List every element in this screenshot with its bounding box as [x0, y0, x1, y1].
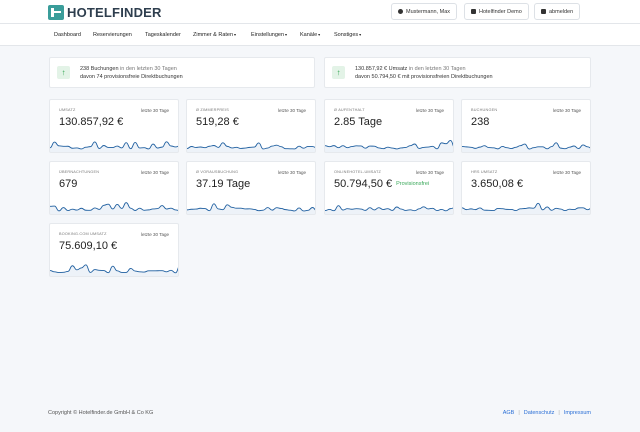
- sparkline: [462, 202, 590, 214]
- kpi-card-zimmerpreis[interactable]: Ø ZIMMERPREIS letzte 30 Tage 519,28 €: [186, 99, 316, 153]
- kpi-card-uebernachtungen[interactable]: ÜBERNACHTUNGEN letzte 30 Tage 679: [49, 161, 179, 215]
- sparkline: [50, 202, 178, 214]
- kpi-card-onlinehotel-umsatz[interactable]: ONLINEHOTEL-UMSATZ letzte 30 Tage 50.794…: [324, 161, 454, 215]
- footer-links: AGB | Datenschutz | Impressum: [502, 410, 591, 416]
- arrow-up-icon: ↑: [57, 66, 70, 79]
- sparkline: [462, 142, 590, 152]
- sparkline: [325, 205, 453, 214]
- revenue-summary: ↑ 130.857,92 € Umsatz in den letzten 30 …: [324, 57, 591, 88]
- sparkline-line: [50, 202, 178, 212]
- sparkline-line: [187, 142, 315, 150]
- kpi-card-hrs-umsatz[interactable]: HRS UMSATZ letzte 30 Tage 3.650,08 €: [461, 161, 591, 215]
- kpi-value: 2.85 Tage: [334, 116, 383, 128]
- hotelfinder-logo-icon: [48, 4, 64, 20]
- user-menu-button[interactable]: Mustermann, Max: [391, 3, 458, 20]
- logout-label: abmelden: [549, 8, 574, 15]
- kpi-value: 3.650,08 €: [471, 178, 523, 190]
- sparkline-area: [325, 140, 453, 152]
- kpi-value: 75.609,10 €: [59, 240, 118, 252]
- kpi-card-aufenthalt[interactable]: Ø AUFENTHALT letzte 30 Tage 2.85 Tage: [324, 99, 454, 153]
- kpi-value: 238: [471, 116, 490, 128]
- chevron-down-icon: ▾: [359, 32, 362, 37]
- kpi-value: 679: [59, 178, 78, 190]
- chevron-down-icon: ▾: [318, 32, 321, 37]
- user-label: Mustermann, Max: [406, 8, 451, 15]
- kpi-card-buchungen[interactable]: BUCHUNGEN letzte 30 Tage 238: [461, 99, 591, 153]
- kpi-card-booking-umsatz[interactable]: BOOKING.COM UMSATZ letzte 30 Tage 75.609…: [49, 223, 179, 277]
- sparkline-line: [50, 264, 178, 274]
- sparkline-area: [50, 202, 178, 214]
- chevron-down-icon: ▾: [285, 32, 288, 37]
- hotel-select-button[interactable]: Hotelfinder Demo: [464, 3, 529, 20]
- brand-logo[interactable]: HOTELFINDER: [48, 4, 162, 20]
- copyright: Copyright © Hotelfinder.de GmbH & Co KG: [48, 410, 154, 416]
- main-nav: Dashboard Reservierungen Tageskalender Z…: [0, 24, 640, 46]
- bookings-summary: ↑ 238 Buchungen in den letzten 30 Tagen …: [49, 57, 315, 88]
- sparkline-line: [187, 203, 315, 212]
- kpi-card-umsatz[interactable]: UMSATZ letzte 30 Tage 130.857,92 €: [49, 99, 179, 153]
- nav-item-reservierungen[interactable]: Reservierungen: [93, 32, 132, 38]
- kpi-value: 519,28 €: [196, 116, 239, 128]
- sparkline-area: [50, 141, 178, 152]
- nav-item-dashboard[interactable]: Dashboard: [54, 32, 81, 38]
- kpi-value: 130.857,92 €: [59, 116, 124, 128]
- sparkline-area: [50, 264, 178, 276]
- sparkline-line: [50, 141, 178, 150]
- sparkline-line: [325, 205, 453, 212]
- provisionsfrei-badge: Provisionsfrei: [396, 181, 430, 187]
- sparkline-line: [462, 142, 590, 150]
- nav-item-sonstiges[interactable]: Sonstiges▾: [334, 32, 362, 38]
- sparkline-area: [462, 142, 590, 152]
- logout-button[interactable]: abmelden: [534, 3, 581, 20]
- nav-item-tageskalender[interactable]: Tageskalender: [145, 32, 181, 38]
- sparkline: [50, 264, 178, 276]
- nav-item-kanaele[interactable]: Kanäle▾: [300, 32, 321, 38]
- sparkline: [187, 142, 315, 152]
- kpi-card-vorausbuchung[interactable]: Ø VORAUSBUCHUNG letzte 30 Tage 37.19 Tag…: [186, 161, 316, 215]
- impressum-link[interactable]: Impressum: [563, 410, 591, 416]
- user-icon: [398, 9, 403, 14]
- sparkline: [325, 139, 453, 152]
- sparkline: [187, 203, 315, 214]
- top-bar: HOTELFINDER Mustermann, Max Hotelfinder …: [0, 0, 640, 24]
- kpi-value: 37.19 Tage: [196, 178, 251, 190]
- agb-link[interactable]: AGB: [502, 410, 515, 416]
- brand-name: HOTELFINDER: [67, 4, 162, 20]
- sparkline-line: [462, 202, 590, 212]
- logout-icon: [541, 9, 546, 14]
- building-icon: [471, 9, 476, 14]
- nav-item-zimmer-raten[interactable]: Zimmer & Raten▾: [193, 32, 237, 38]
- sparkline-area: [325, 205, 453, 214]
- kpi-value: 50.794,50 € Provisionsfrei: [334, 178, 430, 190]
- hotel-label: Hotelfinder Demo: [479, 8, 522, 15]
- sparkline-line: [325, 139, 453, 150]
- sparkline: [50, 141, 178, 152]
- datenschutz-link[interactable]: Datenschutz: [523, 410, 555, 416]
- chevron-down-icon: ▾: [234, 32, 237, 37]
- arrow-up-icon: ↑: [332, 66, 345, 79]
- nav-item-einstellungen[interactable]: Einstellungen▾: [251, 32, 288, 38]
